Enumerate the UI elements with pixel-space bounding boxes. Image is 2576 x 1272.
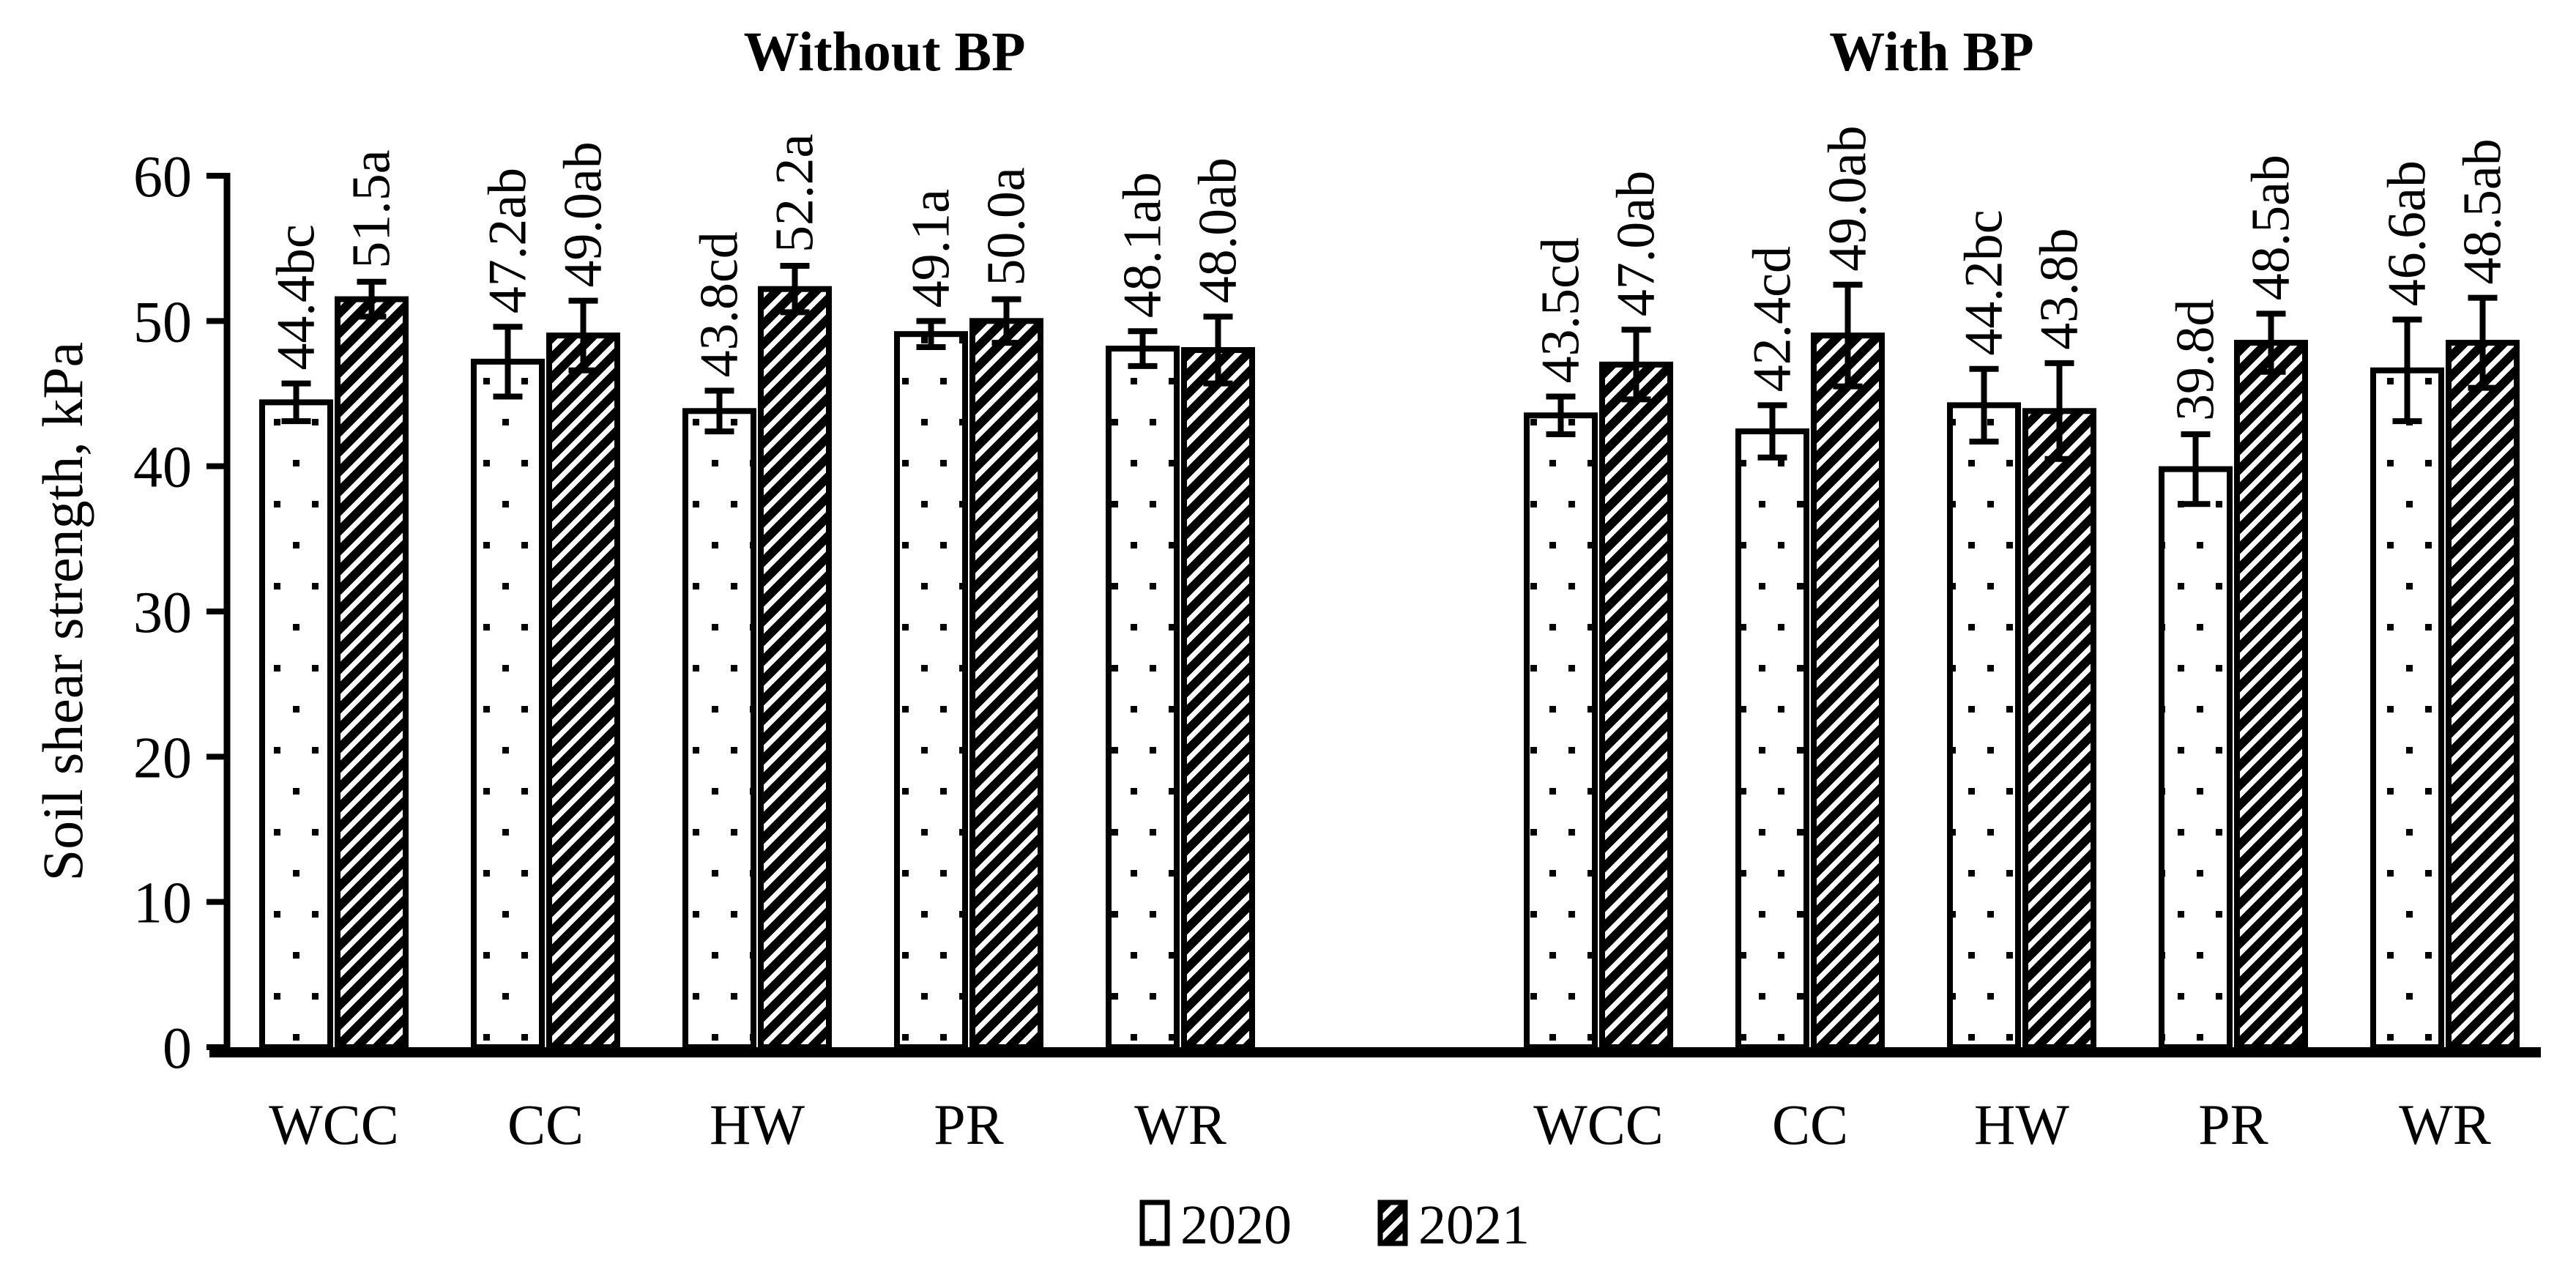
value-label: 50.0a [977,167,1037,286]
category-label: WR [1134,1093,1226,1156]
bar-2021-wcc [335,296,409,1051]
legend-label-2020: 2020 [1180,1194,1292,1256]
category-label: HW [1974,1093,2069,1156]
bar-2020-pr [2159,466,2233,1050]
y-tick-label: 10 [133,871,192,936]
category-labels-layer: WCC CC HW PR WR WCC CC HW PR WR [269,1093,2491,1156]
bar-2020-hw [682,408,756,1050]
category-label: CC [507,1093,584,1156]
y-tick-label: 0 [163,1016,192,1081]
bar-2020-wcc [1524,412,1598,1050]
error-bars-layer [281,262,2498,507]
category-label: WCC [269,1093,399,1156]
legend: 2020 2021 [1139,1194,1530,1256]
value-label: 48.5ab [2241,155,2301,300]
bar-2021-wr [1181,347,1255,1050]
bar-2021-pr [969,318,1043,1051]
y-axis-title: Soil shear strength, kPa [31,342,94,882]
value-label: 42.4cd [1743,246,1803,392]
legend-label-2021: 2021 [1418,1194,1530,1256]
bar-2020-hw [1947,402,2021,1050]
y-tick-label: 20 [133,726,192,790]
y-tick-label: 60 [133,145,192,209]
value-label: 44.4bc [267,224,327,370]
category-label: PR [934,1093,1003,1156]
bar-2020-wcc [259,399,333,1050]
legend-swatch-2021 [1377,1200,1408,1246]
value-label: 49.1a [901,189,961,308]
value-label: 39.8d [2166,300,2226,422]
panel-title-without-bp: Without BP [743,21,1025,83]
bar-2021-cc [1811,332,1885,1050]
bar-2020-cc [1735,428,1809,1050]
bar-2021-wcc [1599,361,1673,1051]
bar-2020-pr [894,331,968,1050]
bars-layer [259,286,2520,1051]
category-label: WR [2399,1093,2491,1156]
value-label: 52.2a [765,134,825,253]
bar-2021-pr [2234,340,2308,1051]
value-label: 46.6ab [2378,160,2438,306]
value-label: 48.5ab [2453,138,2513,284]
panel-title-with-bp: With BP [1829,21,2033,83]
bar-2021-hw [2022,408,2096,1050]
legend-swatch-2020 [1139,1200,1170,1246]
bar-2020-wr [1106,346,1180,1050]
bar-2021-cc [546,332,620,1050]
value-label: 43.8b [2030,228,2090,350]
value-label: 47.0ab [1607,171,1667,316]
bar-2021-wr [2446,340,2520,1051]
value-label: 51.5a [342,149,402,268]
value-label: 47.2ab [478,168,538,313]
bar-2020-wr [2370,367,2444,1050]
y-axis-ticks: 0 10 20 30 40 50 60 [133,145,227,1081]
value-label: 44.2bc [1954,209,2014,355]
category-label: PR [2198,1093,2268,1156]
value-label: 49.0ab [1818,125,1878,271]
y-tick-label: 40 [133,436,192,500]
value-label: 49.0ab [554,141,614,287]
value-label: 48.1ab [1113,172,1173,318]
category-label: WCC [1533,1093,1664,1156]
y-tick-label: 50 [133,290,192,354]
value-label: 43.8cd [690,231,750,377]
bar-2020-cc [471,358,545,1051]
value-label: 43.5cd [1531,237,1591,383]
value-label: 48.0ab [1188,157,1248,303]
bar-2021-hw [758,286,832,1051]
category-label: HW [710,1093,805,1156]
y-tick-label: 30 [133,581,192,645]
category-label: CC [1772,1093,1848,1156]
